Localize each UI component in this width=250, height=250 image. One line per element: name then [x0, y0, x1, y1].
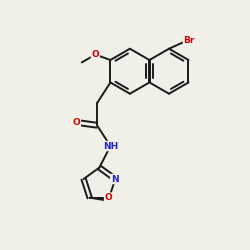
Text: O: O [104, 193, 112, 202]
Text: N: N [111, 174, 118, 184]
Text: Br: Br [184, 36, 195, 45]
Text: O: O [72, 118, 80, 127]
Text: NH: NH [103, 142, 118, 150]
Text: O: O [92, 50, 99, 59]
